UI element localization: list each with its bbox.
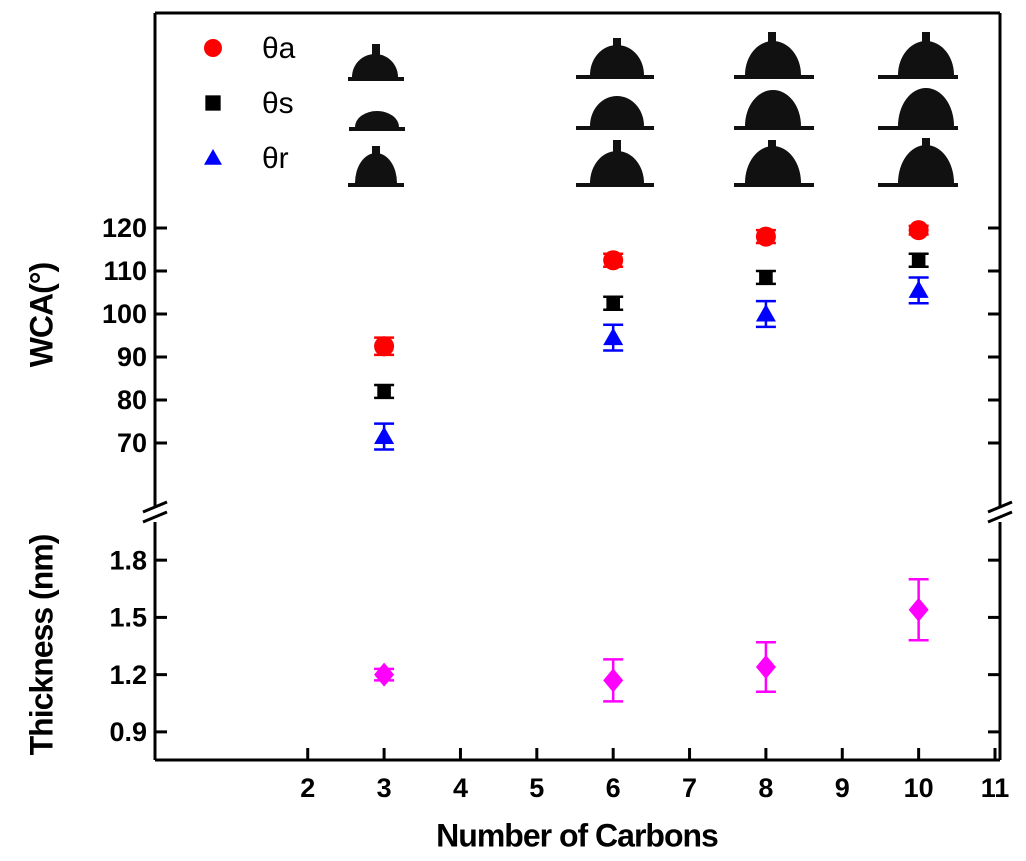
x-tick-label: 6 (606, 773, 621, 803)
y-tick-label: 100 (102, 299, 147, 329)
x-tick-label: 4 (453, 773, 468, 803)
y-tick-label: 90 (117, 342, 147, 372)
marker (755, 304, 776, 322)
y-axis-label: Thickness (nm) (23, 534, 59, 755)
legend-label: θr (262, 142, 289, 175)
x-tick-label: 5 (529, 773, 544, 803)
droplets (348, 32, 958, 187)
y-tick-label: 80 (117, 385, 147, 415)
marker (911, 253, 926, 268)
marker (908, 280, 929, 298)
y-tick-label: 120 (102, 213, 147, 243)
marker (204, 149, 222, 165)
marker (755, 226, 776, 247)
y-tick-label: 1.8 (109, 545, 147, 575)
x-axis-label: Number of Carbons (436, 817, 718, 853)
marker (377, 384, 391, 399)
marker (603, 327, 624, 346)
marker (755, 655, 776, 680)
marker (603, 668, 624, 693)
x-tick-label: 7 (682, 773, 697, 803)
y-tick-label: 1.5 (109, 603, 147, 633)
marker (908, 220, 929, 241)
x-tick-label: 8 (758, 773, 773, 803)
y-tick-label: 1.2 (109, 660, 147, 690)
legend-label: θa (262, 32, 296, 65)
marker (374, 426, 395, 445)
y-axis-label: WCA(°) (23, 262, 59, 367)
x-tick-label: 3 (377, 773, 392, 803)
marker (908, 597, 929, 622)
marker (606, 296, 620, 311)
marker (204, 39, 222, 57)
y-tick-label: 70 (117, 428, 147, 458)
x-tick-label: 9 (835, 773, 850, 803)
marker (374, 662, 395, 687)
marker (374, 336, 395, 357)
x-tick-label: 2 (300, 773, 315, 803)
x-tick-label: 11 (981, 773, 1010, 803)
axes-frame (142, 11, 1013, 762)
legend-label: θs (262, 87, 294, 120)
y-tick-label: 0.9 (109, 717, 147, 747)
marker (205, 95, 221, 111)
y-tick-label: 110 (103, 256, 147, 286)
x-tick-label: 10 (904, 773, 934, 803)
marker (603, 250, 624, 271)
marker (759, 270, 773, 285)
